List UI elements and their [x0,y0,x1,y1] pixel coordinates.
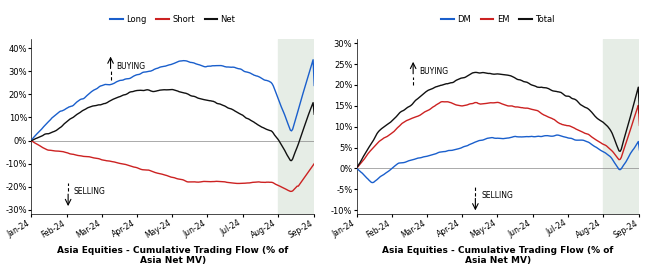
DM [626,152,634,155]
Net [310,113,318,116]
Net [288,159,295,162]
Line: DM: DM [357,135,639,183]
Short [28,139,35,143]
Long [74,100,82,103]
EM [635,124,643,127]
EM [353,166,361,170]
Net [224,106,232,109]
EM [517,106,525,109]
Short [300,176,308,180]
Long [310,84,318,87]
Legend: Long, Short, Net: Long, Short, Net [107,12,239,27]
Total [517,79,525,82]
EM [550,118,557,121]
Total [353,166,361,169]
Short [191,180,199,183]
Long [223,65,231,69]
Bar [278,39,314,214]
EM [442,100,450,103]
Short [144,169,152,172]
Line: Short: Short [32,141,314,191]
DM [401,161,408,164]
Net [28,139,35,142]
Line: Net: Net [32,89,314,161]
Bar [603,39,639,214]
Total [466,73,474,76]
Net [301,122,309,126]
X-axis label: Asia Equities - Cumulative Trading Flow (% of
Asia Net MV): Asia Equities - Cumulative Trading Flow … [57,246,288,265]
DM [468,142,475,146]
Short [286,190,294,193]
Net [168,88,176,91]
EM [471,101,479,104]
EM [468,102,475,105]
Line: Total: Total [357,72,639,168]
Long [191,62,199,65]
Short [141,168,149,172]
Long [144,70,152,73]
Text: SELLING: SELLING [74,187,106,196]
Net [144,88,152,92]
DM [554,133,562,137]
Total [550,89,557,93]
Text: BUYING: BUYING [116,62,145,70]
Long [141,70,149,74]
DM [471,141,479,144]
Long [28,138,35,141]
Short [223,181,231,184]
Total [635,111,643,114]
Total [399,109,407,112]
Long [309,58,317,61]
Total [626,120,633,123]
DM [368,181,376,184]
Long [299,92,307,95]
Net [141,89,149,92]
Net [192,95,200,99]
Short [74,154,82,157]
Total [470,71,477,74]
EM [626,131,633,135]
X-axis label: Asia Equities - Cumulative Trading Flow (% of
Asia Net MV): Asia Equities - Cumulative Trading Flow … [382,246,613,265]
Text: SELLING: SELLING [481,191,513,200]
Text: BUYING: BUYING [419,67,448,76]
Net [74,112,82,115]
DM [635,149,643,152]
DM [517,135,525,138]
DM [550,134,557,138]
DM [353,167,361,170]
Legend: DM, EM, Total: DM, EM, Total [438,12,558,27]
Line: EM: EM [357,102,639,168]
Short [310,162,318,165]
EM [399,121,407,124]
Total [472,71,480,74]
Line: Long: Long [32,60,314,140]
